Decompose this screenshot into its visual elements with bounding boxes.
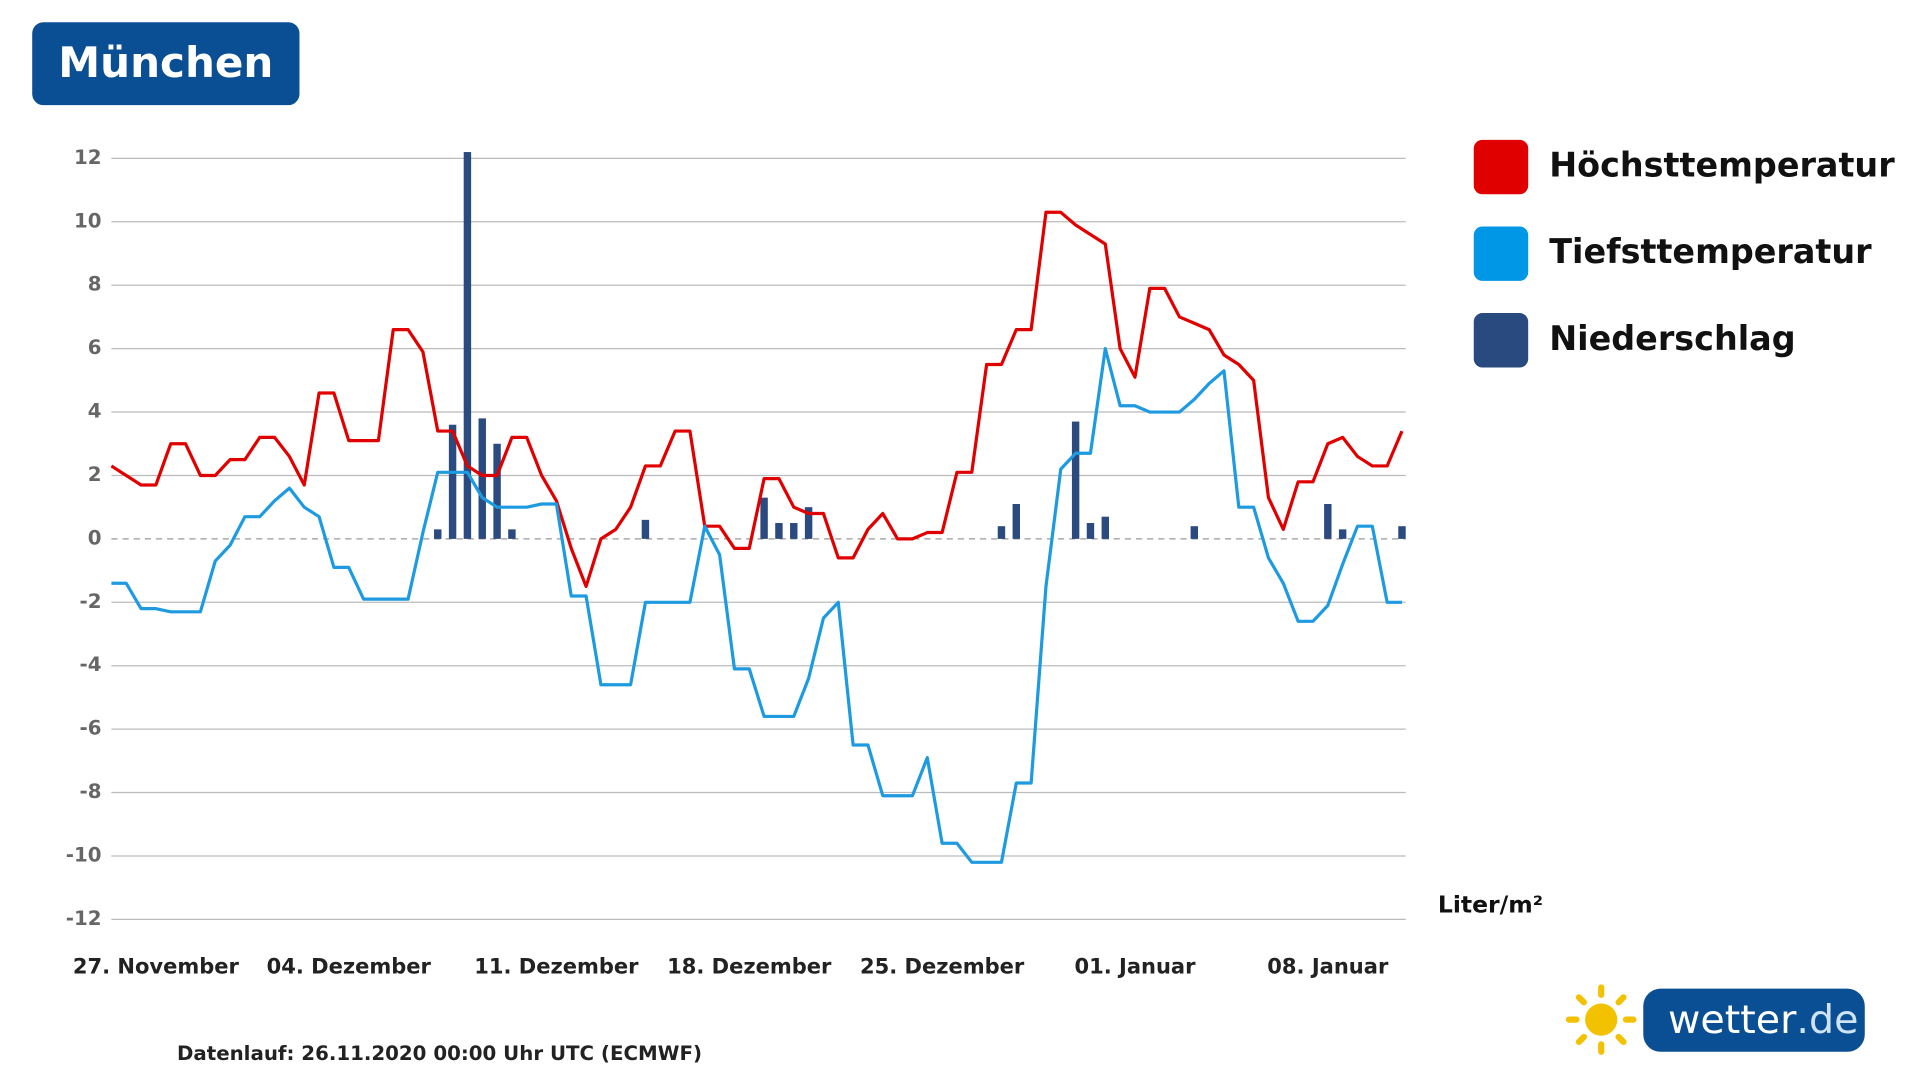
- y-tick-label: -10: [66, 843, 102, 866]
- precip-bar: [1324, 504, 1332, 539]
- precip-bar: [1338, 529, 1347, 539]
- y-tick-label: 10: [74, 209, 102, 232]
- logo-word: wetter: [1668, 997, 1797, 1043]
- precip-bar: [641, 519, 650, 539]
- temperature-line: [111, 347, 1402, 864]
- precip-bar: [448, 424, 457, 539]
- logo: wetter.de: [1565, 984, 1865, 1055]
- sun: [1585, 1003, 1618, 1036]
- precip-bar: [775, 523, 783, 539]
- precip-bar: [1086, 523, 1095, 539]
- y-tick-label: 8: [88, 273, 102, 296]
- y-tick-label: -8: [80, 780, 102, 803]
- y-tick-label: -12: [66, 907, 102, 930]
- x-tick-label: 18. Dezember: [667, 954, 832, 979]
- y-tick-label: -4: [80, 653, 102, 676]
- precip-bar: [478, 418, 486, 539]
- x-tick-label: 27. November: [73, 954, 240, 979]
- legend-label: Niederschlag: [1549, 319, 1795, 358]
- sun-rays: [1565, 984, 1637, 1055]
- chart-title: München: [58, 38, 273, 87]
- legend-swatch: [1473, 226, 1529, 281]
- y-tick-label: -2: [80, 590, 102, 613]
- legend-label: Höchsttemperatur: [1549, 146, 1895, 185]
- x-tick-label: 04. Dezember: [267, 954, 432, 979]
- precip-bar: [1071, 421, 1080, 539]
- x-tick-label: 11. Dezember: [474, 954, 639, 979]
- precip-bar: [997, 526, 1006, 539]
- precip-bar: [493, 443, 501, 539]
- logo-text: wetter.de: [1668, 997, 1858, 1043]
- logo-box: [1643, 988, 1865, 1052]
- footnote: Datenlauf: 26.11.2020 00:00 Uhr UTC (ECM…: [177, 1042, 702, 1065]
- y-tick-label: 2: [88, 463, 102, 486]
- precip-bar: [1012, 504, 1021, 539]
- y-tick-label: 0: [88, 526, 102, 549]
- x-tick-label: 01. Januar: [1074, 954, 1196, 979]
- precip-bar: [804, 507, 813, 539]
- precip-bar: [1101, 516, 1110, 539]
- legend-swatch: [1473, 139, 1529, 195]
- y-tick-label: -6: [80, 717, 102, 740]
- y-tick-label: 4: [88, 400, 102, 423]
- precip-bar: [790, 523, 798, 539]
- precip-bar: [434, 529, 442, 539]
- x-tick-label: 25. Dezember: [860, 954, 1025, 979]
- precip-bar: [508, 529, 516, 539]
- y-tick-label: 6: [88, 336, 102, 359]
- legend-label: Tiefsttemperatur: [1549, 232, 1872, 271]
- x-tick-label: 08. Januar: [1267, 954, 1389, 979]
- precip-bar: [1398, 526, 1406, 539]
- title-box: [32, 22, 300, 106]
- legend-swatch: [1473, 313, 1529, 368]
- precip-bar: [1190, 526, 1199, 539]
- precip-bar: [760, 497, 768, 539]
- y-tick-label: 12: [74, 146, 102, 169]
- precip-bar: [463, 152, 472, 539]
- logo-suffix: .de: [1796, 997, 1858, 1043]
- precip-unit: Liter/m²: [1438, 890, 1543, 918]
- temperature-line: [110, 210, 1404, 589]
